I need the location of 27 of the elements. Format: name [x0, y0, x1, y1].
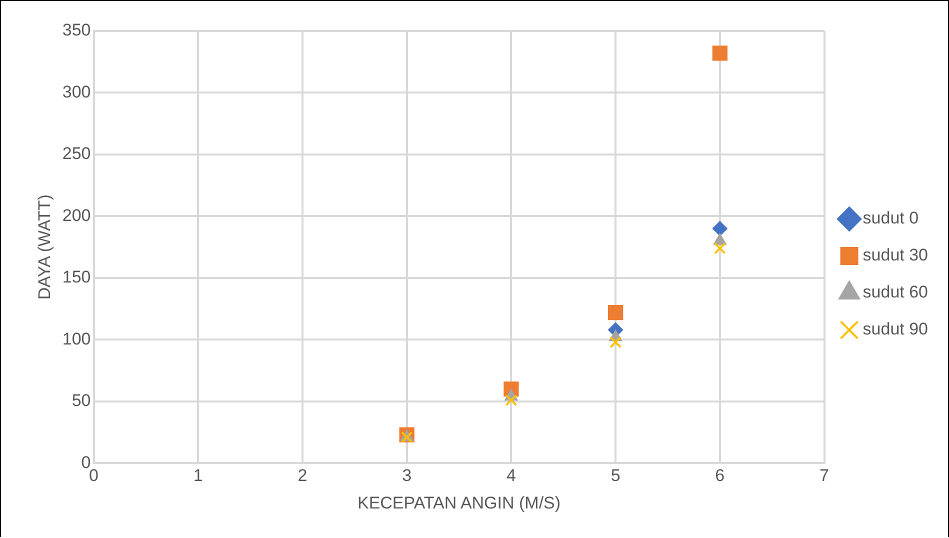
x-axis-title: KECEPATAN ANGIN (M/S) [357, 493, 561, 512]
x-tick-label: 6 [715, 466, 725, 486]
y-tick-label: 250 [62, 144, 91, 164]
legend-label: sudut 0 [862, 208, 919, 228]
x-tick-label: 2 [298, 466, 308, 486]
y-tick-label: 350 [62, 20, 91, 40]
y-tick-label: 300 [62, 82, 91, 102]
point [505, 394, 518, 406]
y-tick-label: 0 [81, 452, 91, 472]
y-tick-label: 100 [62, 329, 91, 348]
y-tick-label: 50 [72, 391, 91, 410]
y-tick-label: 200 [62, 206, 91, 225]
point [712, 221, 728, 236]
legend-label: sudut 90 [862, 320, 928, 339]
point [608, 304, 624, 320]
x-tick-label: 3 [402, 466, 412, 486]
x-tick-label: 4 [506, 466, 516, 486]
point [610, 336, 622, 348]
point [714, 242, 726, 254]
x-tick-label: 7 [820, 466, 830, 486]
x-tick-label: 1 [193, 466, 203, 486]
point [712, 46, 728, 61]
y-tick-label: 150 [62, 268, 91, 287]
y-axis-title: DAYA (WATT) [34, 194, 54, 300]
legend-label: sudut 60 [862, 282, 928, 302]
legend-label: sudut 30 [862, 246, 928, 265]
x-tick-label: 5 [610, 466, 620, 486]
